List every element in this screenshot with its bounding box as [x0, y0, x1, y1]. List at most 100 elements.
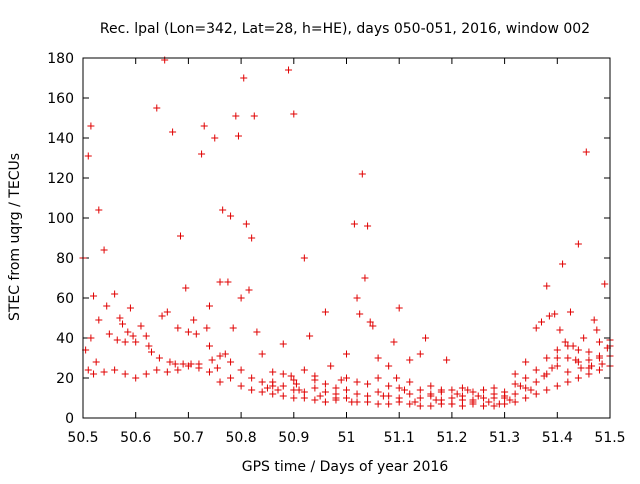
data-point [490, 384, 498, 392]
data-point [543, 354, 551, 362]
data-point [390, 338, 398, 346]
data-point [205, 368, 213, 376]
data-point [511, 398, 519, 406]
data-point [416, 402, 424, 410]
data-point [137, 322, 145, 330]
data-point [219, 206, 227, 214]
data-point [422, 334, 430, 342]
data-point [227, 358, 235, 366]
data-point [532, 390, 540, 398]
data-point [237, 366, 245, 374]
data-point [300, 366, 308, 374]
data-point [208, 356, 216, 364]
data-point [142, 370, 150, 378]
data-point [306, 332, 314, 340]
data-point [490, 390, 498, 398]
data-point [582, 148, 590, 156]
data-point [356, 310, 364, 318]
data-point [176, 232, 184, 240]
data-point [393, 374, 401, 382]
data-point [166, 358, 174, 366]
data-point [148, 348, 156, 356]
data-point [350, 220, 358, 228]
data-point [311, 372, 319, 380]
data-point [553, 346, 561, 354]
data-point [245, 286, 253, 294]
data-point [232, 112, 240, 120]
data-point [416, 394, 424, 402]
data-point [601, 280, 609, 288]
data-point [216, 352, 224, 360]
y-tick-label: 0 [65, 411, 74, 427]
data-point [511, 390, 519, 398]
data-point [153, 104, 161, 112]
data-point [337, 376, 345, 384]
data-point [353, 390, 361, 398]
data-point [437, 396, 445, 404]
data-point [158, 312, 166, 320]
data-point [406, 390, 414, 398]
x-tick-label: 51.4 [542, 430, 573, 446]
data-point [343, 374, 350, 382]
data-point [279, 340, 287, 348]
data-point [205, 342, 213, 350]
data-point [111, 290, 119, 298]
data-point [129, 332, 137, 340]
data-point [374, 374, 382, 382]
data-point [353, 378, 361, 386]
data-point [121, 338, 129, 346]
data-point [590, 316, 598, 324]
data-point [234, 132, 242, 140]
data-point [216, 278, 224, 286]
data-point [416, 386, 424, 394]
data-point [385, 362, 393, 370]
data-point [105, 330, 113, 338]
data-point [469, 396, 477, 404]
data-point [292, 380, 300, 388]
data-point [427, 382, 435, 390]
data-point [543, 282, 551, 290]
data-point [145, 342, 153, 350]
data-point [527, 386, 535, 394]
data-point [511, 380, 519, 388]
data-point [537, 318, 545, 326]
data-point [224, 278, 232, 286]
data-point [480, 402, 488, 410]
data-point [269, 368, 277, 376]
data-point [174, 366, 182, 374]
data-point [511, 370, 519, 378]
data-point [195, 364, 203, 372]
data-point [364, 380, 372, 388]
data-point [437, 388, 445, 396]
data-point [448, 386, 456, 394]
data-point [258, 378, 266, 386]
data-point [263, 384, 271, 392]
x-tick-label: 50.8 [226, 430, 257, 446]
data-point [564, 378, 572, 386]
data-point [90, 370, 98, 378]
data-point [574, 346, 582, 354]
axis-ticks: 50.5 50.6 50.7 50.8 50.9 51 51.1 51.2 51.3 51.4 51… [47, 51, 625, 446]
data-point [343, 386, 350, 394]
data-point [213, 364, 221, 372]
y-tick-label: 80 [56, 251, 74, 267]
data-point [100, 246, 108, 254]
data-point [374, 354, 382, 362]
data-point [300, 388, 308, 396]
y-tick-label: 120 [47, 171, 74, 187]
data-point [171, 360, 179, 368]
data-point [480, 386, 488, 394]
data-point [321, 398, 329, 406]
data-point [300, 254, 308, 262]
data-point [100, 368, 108, 376]
x-axis-label: GPS time / Days of year 2016 [242, 459, 449, 475]
data-point [577, 364, 585, 372]
data-point [490, 402, 498, 410]
data-point [464, 386, 472, 394]
data-point [448, 394, 456, 402]
data-point [269, 390, 277, 398]
data-point [448, 400, 456, 408]
data-point [585, 370, 593, 378]
data-point [366, 318, 374, 326]
